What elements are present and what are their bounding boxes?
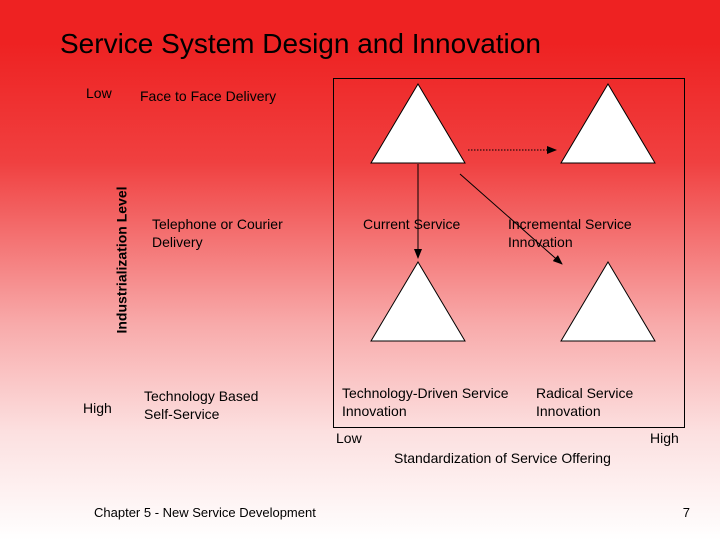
x-axis-low: Low <box>336 430 362 446</box>
caption-incremental: Incremental Service Innovation <box>508 216 658 251</box>
arrows-overlay <box>0 0 720 540</box>
caption-technology-driven: Technology-Driven Service Innovation <box>342 385 532 420</box>
caption-radical: Radical Service Innovation <box>536 385 656 420</box>
footer-chapter: Chapter 5 - New Service Development <box>94 505 316 520</box>
x-axis-high: High <box>650 430 679 446</box>
caption-current-service: Current Service <box>363 216 460 234</box>
footer-page-number: 7 <box>683 505 690 520</box>
x-axis-label: Standardization of Service Offering <box>394 450 611 466</box>
